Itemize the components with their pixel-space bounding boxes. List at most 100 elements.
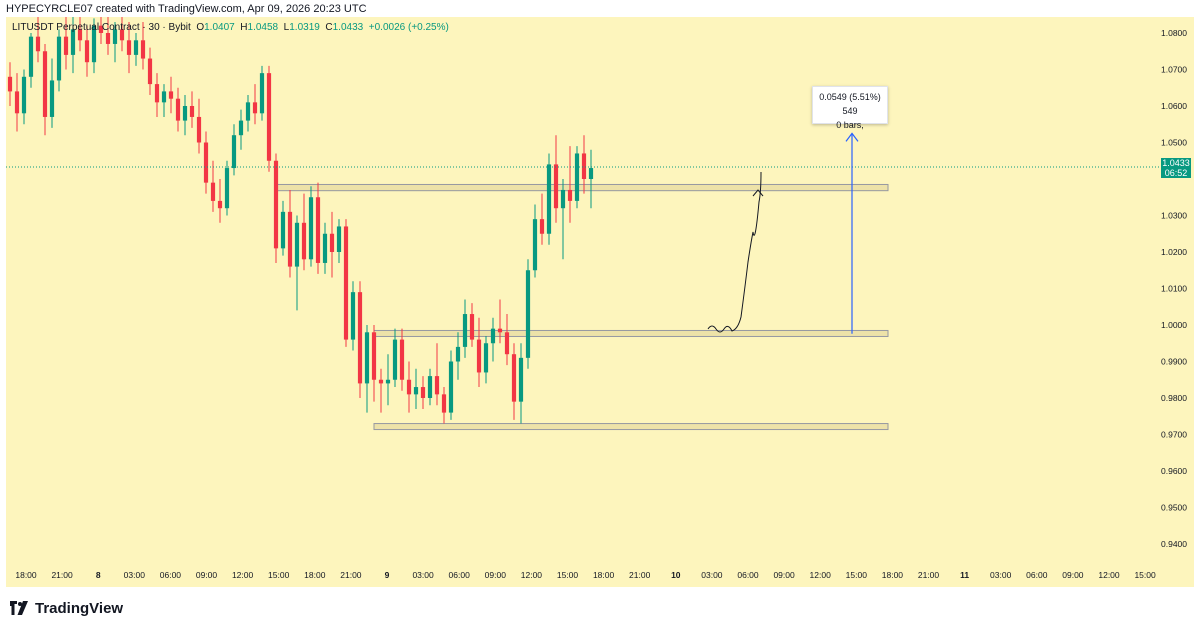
- candle-body: [154, 84, 160, 103]
- candle-body: [581, 153, 587, 179]
- y-tick-label: 0.9700: [1161, 430, 1187, 440]
- footer-brand-text: TradingView: [35, 599, 124, 617]
- candle-body: [301, 222, 307, 260]
- candle-body: [210, 182, 216, 201]
- candle-body: [140, 40, 146, 59]
- candle-body: [455, 346, 461, 362]
- candle-body: [182, 106, 188, 121]
- x-tick-label: 18:00: [882, 570, 904, 580]
- measure-bars-text: 0 bars,: [836, 120, 864, 130]
- candle-body: [448, 361, 454, 413]
- y-tick-label: 0.9500: [1161, 503, 1187, 513]
- measure-change-text: 0.0549 (5.51%) 549: [819, 92, 881, 116]
- candle-body: [483, 343, 489, 373]
- x-tick-label: 15:00: [557, 570, 579, 580]
- measure-tooltip: 0.0549 (5.51%) 549 0 bars,: [812, 86, 888, 130]
- x-tick-label: 03:00: [990, 570, 1012, 580]
- x-tick-label: 12:00: [232, 570, 254, 580]
- candle-body: [350, 292, 356, 340]
- x-tick-label: 03:00: [701, 570, 723, 580]
- candle-body: [518, 357, 524, 402]
- candle-body: [21, 76, 27, 114]
- x-tick-label: 21:00: [918, 570, 940, 580]
- close-label: C: [325, 22, 333, 33]
- x-tick-label: 12:00: [521, 570, 543, 580]
- candle-body: [420, 387, 426, 398]
- y-tick-label: 1.0500: [1161, 138, 1187, 148]
- candle-body: [392, 339, 398, 380]
- measure-arrow-head: [845, 132, 859, 142]
- candle-body: [84, 40, 90, 63]
- candle-body: [126, 40, 132, 55]
- candle-body: [490, 328, 496, 344]
- close-value: 1.0433: [332, 22, 364, 33]
- symbol-title[interactable]: LITUSDT Perpetual Contract · 30 · Bybit: [12, 22, 191, 33]
- x-tick-label: 03:00: [124, 570, 146, 580]
- candle-body: [56, 36, 62, 81]
- candle-body: [413, 387, 419, 395]
- support-resistance-zone: [275, 183, 889, 192]
- candle-body: [560, 189, 566, 209]
- support-resistance-zone: [373, 423, 889, 431]
- candle-body: [504, 332, 510, 355]
- candle-body: [385, 379, 391, 384]
- candle-body: [105, 33, 111, 44]
- candle-body: [273, 160, 279, 249]
- y-tick-label: 1.0300: [1161, 211, 1187, 221]
- open-value: 1.0407: [204, 22, 235, 33]
- candle-body: [497, 328, 503, 333]
- candle-body: [28, 36, 34, 77]
- candle-body: [224, 168, 230, 209]
- x-tick-label: 21:00: [629, 570, 651, 580]
- y-tick-label: 0.9400: [1161, 539, 1187, 549]
- x-tick-label: 9: [385, 570, 390, 580]
- candle-body: [189, 106, 195, 117]
- candle-body: [77, 29, 83, 41]
- x-tick-label: 8: [96, 570, 101, 580]
- candle-body: [35, 36, 41, 52]
- x-tick-label: 12:00: [810, 570, 832, 580]
- candle-body: [133, 40, 139, 55]
- x-tick-label: 18:00: [15, 570, 37, 580]
- projection-arrow-head: [752, 189, 764, 197]
- footer-brand: TradingView: [8, 598, 123, 618]
- candle-body: [147, 58, 153, 85]
- candle-body: [63, 36, 69, 55]
- candle-body: [406, 379, 412, 395]
- last-price-tag: 1.0433 06:52: [1161, 157, 1191, 178]
- candle-body: [245, 102, 251, 121]
- x-tick-label: 21:00: [340, 570, 362, 580]
- x-tick-label: 21:00: [51, 570, 73, 580]
- y-tick-label: 1.0200: [1161, 247, 1187, 257]
- candle-body: [511, 354, 517, 402]
- bar-countdown: 06:52: [1164, 167, 1188, 178]
- y-tick-label: 0.9900: [1161, 357, 1187, 367]
- chart-header: HYPECYRCLE07 created with TradingView.co…: [6, 3, 367, 15]
- candle-body: [196, 116, 202, 143]
- x-tick-label: 09:00: [485, 570, 507, 580]
- x-tick-label: 15:00: [846, 570, 868, 580]
- candle-body: [266, 73, 272, 161]
- low-label: L: [283, 22, 290, 33]
- price-chart[interactable]: 1.0800 1.0700 1.0600 1.0500 1.0300 1.0200 1.01…: [6, 17, 1194, 587]
- candle-body: [238, 120, 244, 136]
- candle-body: [252, 102, 258, 114]
- x-tick-label: 11: [960, 570, 969, 580]
- x-tick-label: 06:00: [160, 570, 182, 580]
- last-price-value: 1.0433: [1162, 157, 1190, 168]
- x-tick-label: 10: [671, 570, 681, 580]
- candle-body: [553, 164, 559, 209]
- y-tick-label: 1.0700: [1161, 65, 1187, 75]
- x-tick-label: 12:00: [1098, 570, 1120, 580]
- chart-area[interactable]: 1.0800 1.0700 1.0600 1.0500 1.0300 1.0200 1.01…: [6, 17, 1194, 587]
- candle-body: [259, 73, 265, 114]
- candle-body: [7, 76, 13, 92]
- candle-body: [280, 211, 286, 249]
- candle-body: [287, 211, 293, 267]
- x-tick-label: 06:00: [1026, 570, 1048, 580]
- x-tick-label: 09:00: [773, 570, 795, 580]
- candle-body: [364, 332, 370, 384]
- candle-body: [70, 29, 76, 55]
- candle-body: [476, 339, 482, 373]
- candle-body: [91, 25, 97, 63]
